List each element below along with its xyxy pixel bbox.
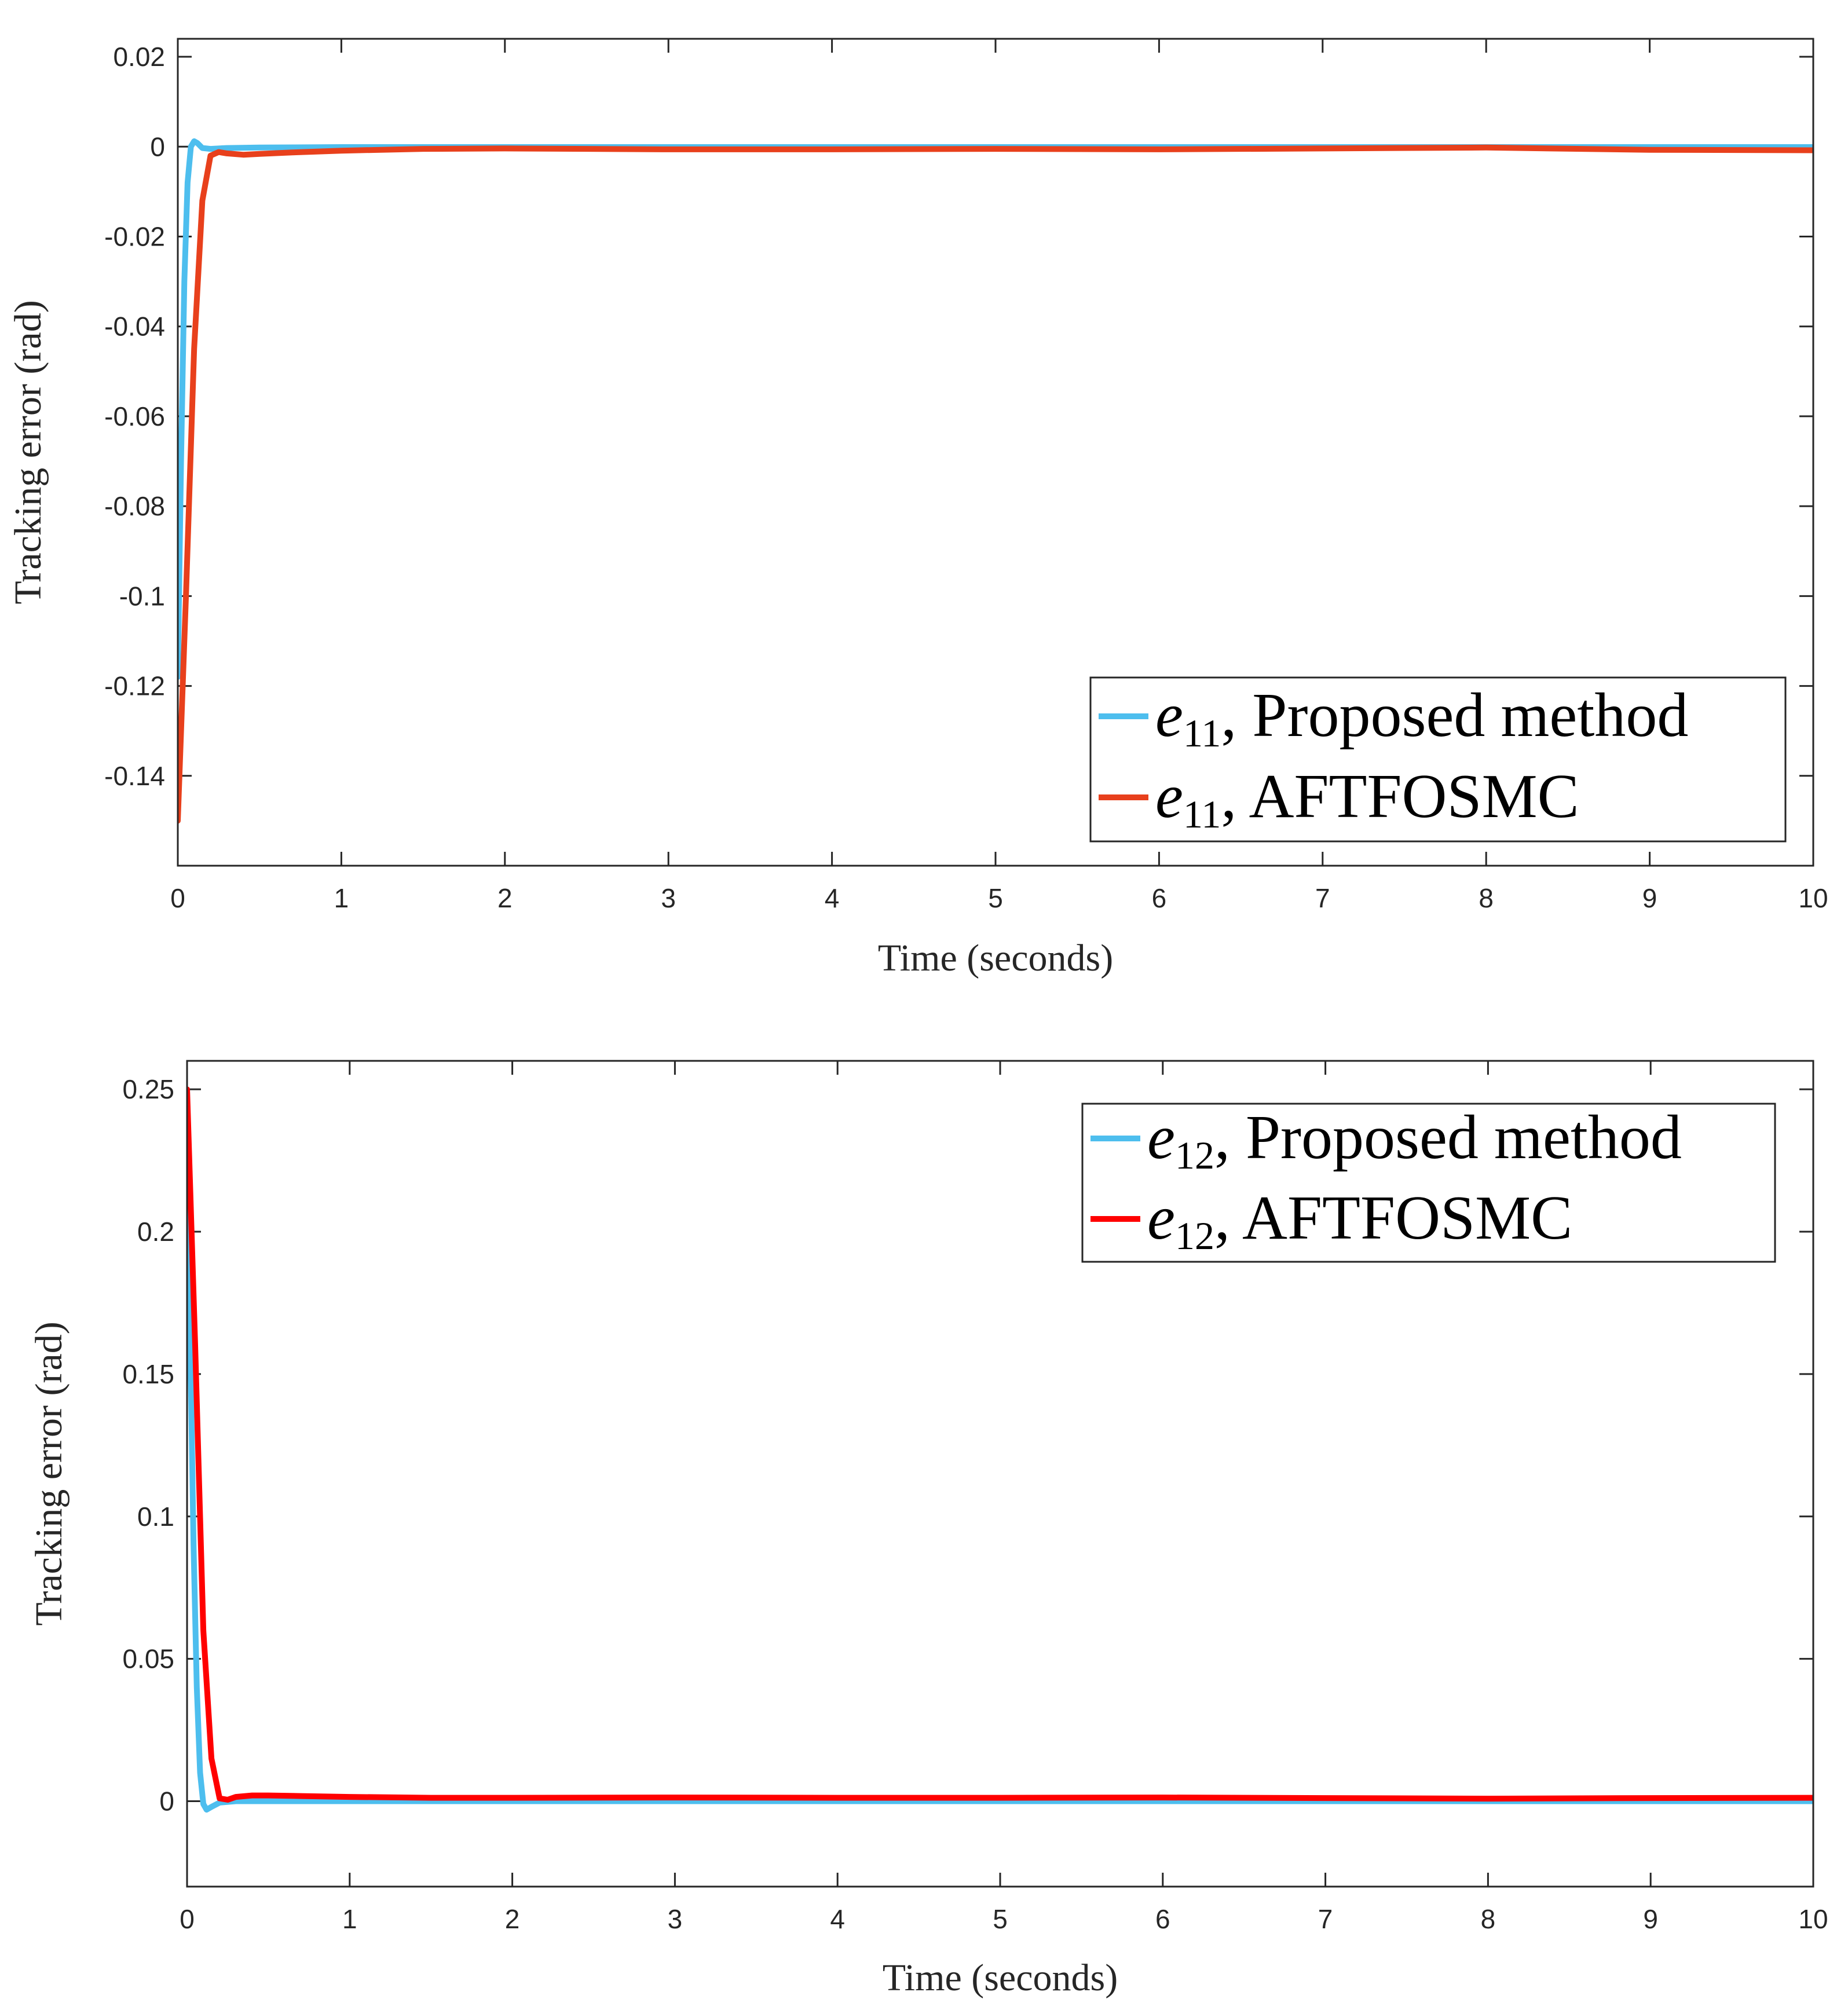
legend-entry: e11, AFTFOSMC: [1155, 762, 1579, 836]
plot-frame: [177, 38, 1814, 867]
y-tick-label: 0.1: [137, 1502, 174, 1532]
y-tick-label: 0.05: [122, 1644, 174, 1674]
y-tick-label: -0.02: [104, 221, 165, 251]
legend-box: [1081, 1103, 1776, 1263]
y-tick-label: 0.25: [122, 1074, 174, 1104]
x-tick-label: 2: [505, 1904, 520, 1934]
chart-1: 0 1 2 3 4 5 6 7 8 9 10 0.02 0 -0.02 -0.04 -0.06 -0.08 -0.…: [7, 38, 1828, 979]
y-tick-label: 0: [159, 1786, 174, 1816]
chart-2: 0 1 2 3 4 5 6 7 8 9 10 0.25 0.2 0.15 0.1 0.05 0 Time (sec…: [28, 1060, 1828, 1999]
y-tick-label: -0.06: [104, 401, 165, 431]
y-tick-label: 0.15: [122, 1359, 174, 1389]
x-tick-label: 4: [825, 883, 840, 913]
series-line-proposed-method: [187, 1086, 1813, 1813]
series-line-aftfosmc: [187, 1086, 1813, 1803]
x-tick-label: 1: [334, 883, 349, 913]
x-tick-label: 4: [830, 1904, 845, 1934]
x-tick-label: 10: [1798, 883, 1828, 913]
y-tick-label: -0.1: [119, 581, 165, 611]
y-tick-label: -0.12: [104, 671, 165, 701]
series-line-aftfosmc: [178, 144, 1813, 824]
y-tick-label: 0: [150, 131, 165, 162]
x-tick-label: 8: [1481, 1904, 1496, 1934]
legend-entry: e12, Proposed method: [1147, 1103, 1682, 1177]
y-axis-title: Tracking error (rad): [28, 1321, 70, 1625]
x-tick-label: 7: [1315, 883, 1330, 913]
x-tick-label: 7: [1318, 1904, 1333, 1934]
x-tick-label: 9: [1643, 1904, 1658, 1934]
x-tick-label: 1: [342, 1904, 357, 1934]
plot-frame: [186, 1060, 1814, 1888]
y-tick-label: -0.14: [104, 761, 165, 791]
x-tick-label: 3: [668, 1904, 683, 1934]
legend-entry: e11, Proposed method: [1155, 681, 1688, 755]
x-tick-label: 6: [1152, 883, 1167, 913]
series-line-proposed-method: [178, 138, 1813, 680]
y-tick-label: 0.02: [113, 42, 165, 72]
legend-box: [1089, 676, 1787, 843]
x-tick-label: 5: [993, 1904, 1008, 1934]
x-axis-title: Time (seconds): [883, 1957, 1118, 1999]
x-tick-label: 5: [988, 883, 1003, 913]
x-tick-label: 3: [661, 883, 676, 913]
y-tick-label: -0.08: [104, 491, 165, 521]
y-axis-title: Tracking error (rad): [7, 300, 49, 604]
x-tick-label: 8: [1479, 883, 1494, 913]
y-tick-label: -0.04: [104, 312, 165, 342]
x-tick-label: 10: [1798, 1904, 1828, 1934]
x-tick-label: 6: [1155, 1904, 1170, 1934]
x-tick-label: 2: [497, 883, 513, 913]
x-axis-title: Time (seconds): [878, 937, 1113, 979]
x-tick-label: 0: [180, 1904, 195, 1934]
y-tick-label: 0.2: [137, 1217, 174, 1247]
legend-entry: e12, AFTFOSMC: [1147, 1184, 1572, 1258]
x-tick-label: 0: [170, 883, 185, 913]
x-tick-label: 9: [1642, 883, 1657, 913]
